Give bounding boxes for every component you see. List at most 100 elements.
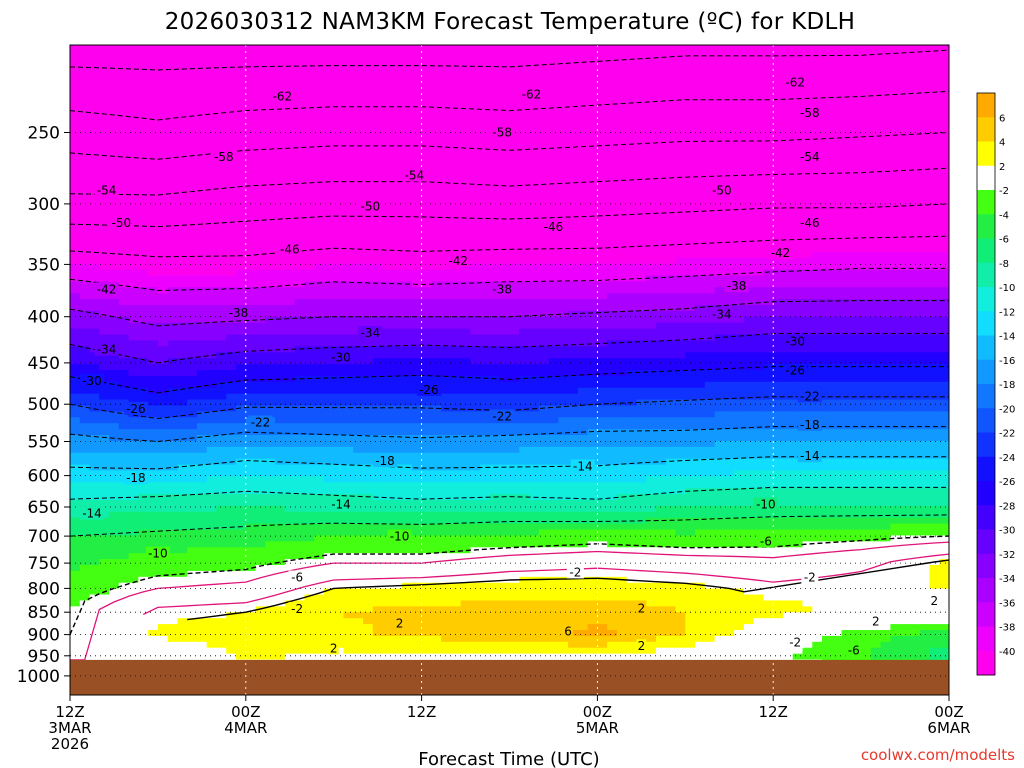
x-tick-label: 00Z xyxy=(231,703,260,721)
x-tick-label: 00Z xyxy=(583,703,612,721)
contour-label: -42 xyxy=(771,246,791,260)
y-tick-label: 800 xyxy=(28,579,60,599)
contour-label-bg xyxy=(753,497,778,511)
colorbar-swatch xyxy=(977,262,995,288)
contour-label: -18 xyxy=(126,471,146,485)
contour-label-bg xyxy=(490,282,515,296)
contour-label: -46 xyxy=(544,220,564,234)
x-tick-label: 00Z xyxy=(934,703,963,721)
colorbar-tick-label: -4 xyxy=(999,210,1009,221)
contour-label-bg xyxy=(328,641,339,655)
colorbar-tick-label: -32 xyxy=(999,550,1015,561)
contour-label: 2 xyxy=(638,602,646,616)
y-tick-label: 500 xyxy=(28,395,60,415)
y-tick-label: 300 xyxy=(28,195,60,215)
contour-label-bg xyxy=(724,279,749,293)
contour-label-bg xyxy=(358,326,383,339)
contour-label: 2 xyxy=(396,617,404,631)
contour-label-bg xyxy=(870,614,881,628)
y-tick-label: 850 xyxy=(28,603,60,623)
contour-label-bg xyxy=(797,417,822,431)
contour-line xyxy=(70,90,949,121)
colorbar-swatch xyxy=(977,165,995,191)
contour-label: -22 xyxy=(251,416,271,430)
contour-label-bg xyxy=(490,409,515,423)
contour-line xyxy=(187,559,949,621)
y-tick-label: 750 xyxy=(28,554,60,574)
y-tick-label: 900 xyxy=(28,626,60,646)
contour-label-bg xyxy=(94,183,119,197)
colorbar-swatch xyxy=(977,359,995,385)
x-tick-label: 5MAR xyxy=(576,719,619,737)
contour-label: 2 xyxy=(638,639,646,653)
colorbar-tick-label: -26 xyxy=(999,477,1015,488)
contour-label-bg xyxy=(709,307,734,321)
contour-label: -26 xyxy=(419,383,439,397)
contour-label-bg xyxy=(757,534,775,548)
contour-label: -34 xyxy=(360,326,380,340)
contour-label-bg xyxy=(329,350,353,364)
x-tick-label: 3MAR xyxy=(48,719,91,737)
contour-label-bg xyxy=(248,415,273,429)
contour-label: -10 xyxy=(148,547,168,561)
colorbar-swatch xyxy=(977,505,995,530)
contour-line xyxy=(70,267,949,292)
colorbar-swatch xyxy=(977,238,995,264)
contour-label-bg xyxy=(277,242,302,256)
contour-line xyxy=(70,167,949,196)
contour-label-bg xyxy=(80,506,104,520)
colorbar-tick-label: -28 xyxy=(999,501,1015,512)
colorbar-swatch xyxy=(977,456,995,482)
contour-label: 2 xyxy=(872,614,880,628)
contour-label-bg xyxy=(211,149,236,163)
y-tick-label: 550 xyxy=(28,433,60,453)
contour-label-bg xyxy=(226,305,251,319)
contour-label-bg xyxy=(288,601,306,615)
contour-label-bg xyxy=(145,546,170,560)
y-tick-label: 650 xyxy=(28,498,60,518)
contour-label-bg xyxy=(566,565,584,579)
contour-label: -54 xyxy=(800,150,820,164)
plot-frame xyxy=(69,44,950,696)
chart-title: 2026030312 NAM3KM Forecast Temperature (… xyxy=(165,9,856,35)
contour-labels: -62 -62-62-58-58-58-54-54-54-50-50-50-46-… xyxy=(80,75,940,657)
colorbar-tick-label: -10 xyxy=(999,283,1015,294)
colorbar-tick-label: -30 xyxy=(999,526,1015,537)
contour-line xyxy=(70,486,949,500)
contour-label: -34 xyxy=(712,308,732,322)
contour-label-bg xyxy=(541,219,566,233)
contour-label: -18 xyxy=(800,418,820,432)
colorbar-tick-label: -12 xyxy=(999,307,1015,318)
y-tick-label: 250 xyxy=(28,124,60,144)
colorbar-tick-label: -20 xyxy=(999,404,1015,415)
contour-label-bg xyxy=(94,282,119,296)
y-tick-label: 450 xyxy=(28,354,60,374)
contour-label: -54 xyxy=(404,169,424,183)
contour-label: -62 xyxy=(785,75,805,89)
contour-label: 2 xyxy=(930,594,938,608)
colorbar-swatch xyxy=(977,93,995,118)
contour-label-bg xyxy=(636,639,647,653)
colorbar-tick-label: 2 xyxy=(999,162,1005,173)
contour-label: -2 xyxy=(569,565,581,579)
colorbar-swatch xyxy=(977,117,995,142)
contour-label-bg xyxy=(358,199,383,213)
contour-label: -46 xyxy=(800,216,820,230)
contour-label-bg xyxy=(801,570,819,584)
contour-label: -42 xyxy=(97,282,117,296)
contour-label: -14 xyxy=(573,459,593,473)
contour-label: -30 xyxy=(785,334,805,348)
colorbar-swatch xyxy=(977,578,995,603)
contour-label-bg xyxy=(94,342,119,356)
colorbar-tick-label: 6 xyxy=(999,113,1005,124)
contour-label: -14 xyxy=(331,498,351,512)
contour-label-bg xyxy=(80,373,104,387)
credit-text: coolwx.com/modelts xyxy=(861,746,1015,764)
colorbar-tick-label: -22 xyxy=(999,429,1015,440)
colorbar-swatch xyxy=(977,287,995,312)
contour-label: -30 xyxy=(331,351,351,365)
contour-label: -50 xyxy=(360,200,380,214)
colorbar-swatch xyxy=(977,141,995,167)
contour-label-bg xyxy=(570,459,595,473)
